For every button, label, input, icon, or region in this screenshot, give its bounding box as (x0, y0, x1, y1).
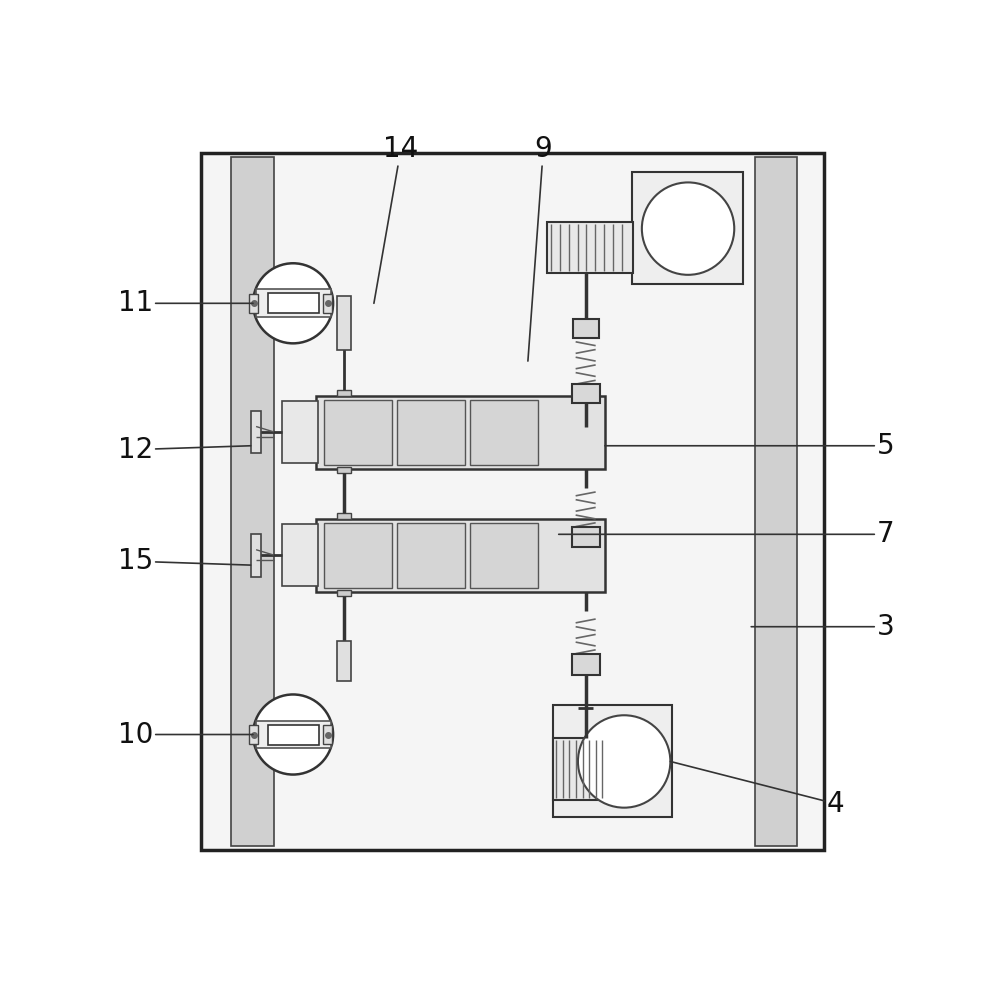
Text: 7: 7 (559, 520, 895, 549)
Circle shape (253, 695, 333, 774)
Text: 11: 11 (118, 289, 253, 317)
Bar (256, 289, 331, 317)
Bar (397, 400, 465, 465)
Bar (251, 535, 261, 577)
Bar (323, 726, 332, 744)
Bar (572, 527, 600, 548)
Text: 3: 3 (751, 612, 895, 641)
Bar (316, 396, 605, 469)
Bar (231, 157, 274, 846)
Bar (201, 153, 824, 850)
Bar (256, 721, 331, 748)
Bar (553, 706, 672, 817)
Bar (268, 725, 319, 745)
Bar (470, 523, 538, 588)
Bar (249, 294, 258, 312)
Bar (337, 513, 351, 519)
Bar (282, 402, 318, 462)
Bar (572, 384, 600, 404)
Text: 14: 14 (374, 135, 418, 303)
Bar (337, 466, 351, 473)
Text: 10: 10 (118, 721, 253, 748)
Bar (323, 294, 332, 312)
Text: 5: 5 (605, 431, 895, 460)
Bar (572, 654, 600, 675)
Bar (397, 523, 465, 588)
Bar (755, 157, 797, 846)
Bar (632, 172, 743, 284)
Bar (282, 524, 318, 585)
Bar (337, 390, 351, 396)
Bar (573, 319, 599, 338)
Bar (316, 519, 605, 592)
Bar (337, 640, 351, 681)
Bar (470, 400, 538, 465)
Bar (249, 726, 258, 744)
Bar (268, 293, 319, 313)
Text: 12: 12 (118, 435, 251, 463)
Text: 9: 9 (528, 135, 552, 361)
Circle shape (642, 183, 734, 274)
Bar (547, 223, 633, 272)
Text: 4: 4 (670, 761, 845, 818)
Bar (324, 523, 392, 588)
Circle shape (253, 263, 333, 343)
Bar (337, 589, 351, 596)
Text: 15: 15 (118, 548, 251, 576)
Circle shape (578, 716, 670, 808)
Bar (553, 739, 610, 800)
Bar (337, 295, 351, 350)
Bar (324, 400, 392, 465)
Bar (251, 412, 261, 453)
